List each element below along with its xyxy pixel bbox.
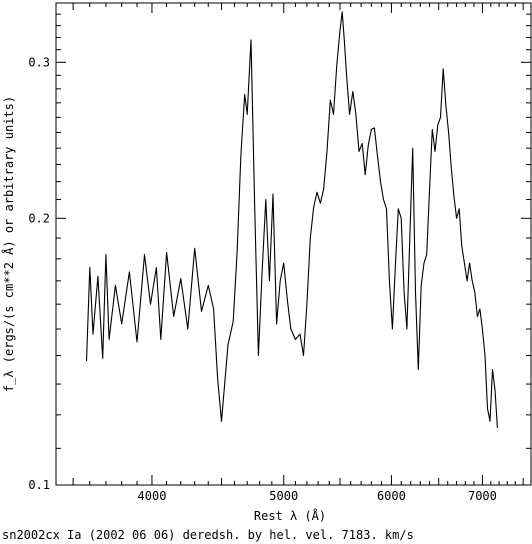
spectrum-line — [85, 11, 498, 428]
y-tick-label: 0.3 — [28, 55, 50, 69]
caption: sn2002cx Ia (2002 06 06) deredsh. by hel… — [2, 528, 414, 542]
y-axis-title: f_λ (ergs/(s cm**2 Å) or arbitrary units… — [1, 96, 16, 392]
x-tick-label: 7000 — [468, 489, 497, 503]
x-tick-label: 6000 — [377, 489, 406, 503]
plot-frame — [55, 2, 532, 486]
x-tick-label: 5000 — [269, 489, 298, 503]
x-axis-title: Rest λ (Å) — [254, 508, 326, 523]
x-axis: 4000 5000 6000 7000 — [72, 3, 524, 503]
y-axis: 0.1 0.2 0.3 — [28, 2, 531, 492]
y-tick-label: 0.2 — [28, 211, 50, 225]
y-tick-label: 0.1 — [28, 478, 50, 492]
x-tick-label: 4000 — [138, 489, 167, 503]
